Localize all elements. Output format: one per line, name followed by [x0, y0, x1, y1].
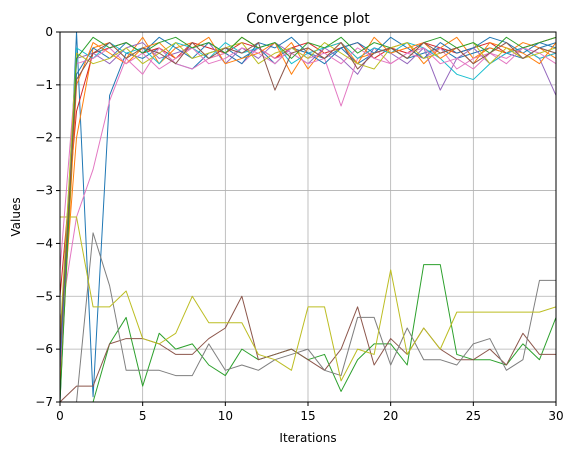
x-tick-label: 10: [218, 409, 233, 423]
y-axis-label: Values: [9, 197, 23, 236]
series-line-15: [60, 36, 556, 402]
y-tick-label: −3: [35, 184, 53, 198]
x-tick-label: 25: [466, 409, 481, 423]
x-tick-label: 30: [548, 409, 563, 423]
series-line-9: [60, 216, 556, 382]
series-line-7: [60, 47, 556, 323]
y-tick-label: −7: [35, 395, 53, 409]
y-tick-label: −2: [35, 131, 53, 145]
y-tick-label: 0: [45, 25, 53, 39]
y-tick-label: −6: [35, 342, 53, 356]
y-tick-label: −4: [35, 236, 53, 250]
x-axis-label: Iterations: [279, 431, 336, 445]
x-tick-label: 15: [300, 409, 315, 423]
y-tick-label: −5: [35, 289, 53, 303]
series-line-8: [60, 232, 556, 402]
x-tick-label: 5: [139, 409, 147, 423]
x-axis-ticks: 0 5 10 15 20 25 30: [56, 402, 564, 423]
x-tick-label: 20: [383, 409, 398, 423]
y-axis-ticks: 0 −1 −2 −3 −4 −5 −6 −7: [35, 25, 60, 409]
chart-title: Convergence plot: [246, 11, 370, 27]
series-group: [60, 32, 556, 402]
y-tick-label: −1: [35, 78, 53, 92]
x-tick-label: 0: [56, 409, 64, 423]
series-line-16: [60, 42, 556, 350]
